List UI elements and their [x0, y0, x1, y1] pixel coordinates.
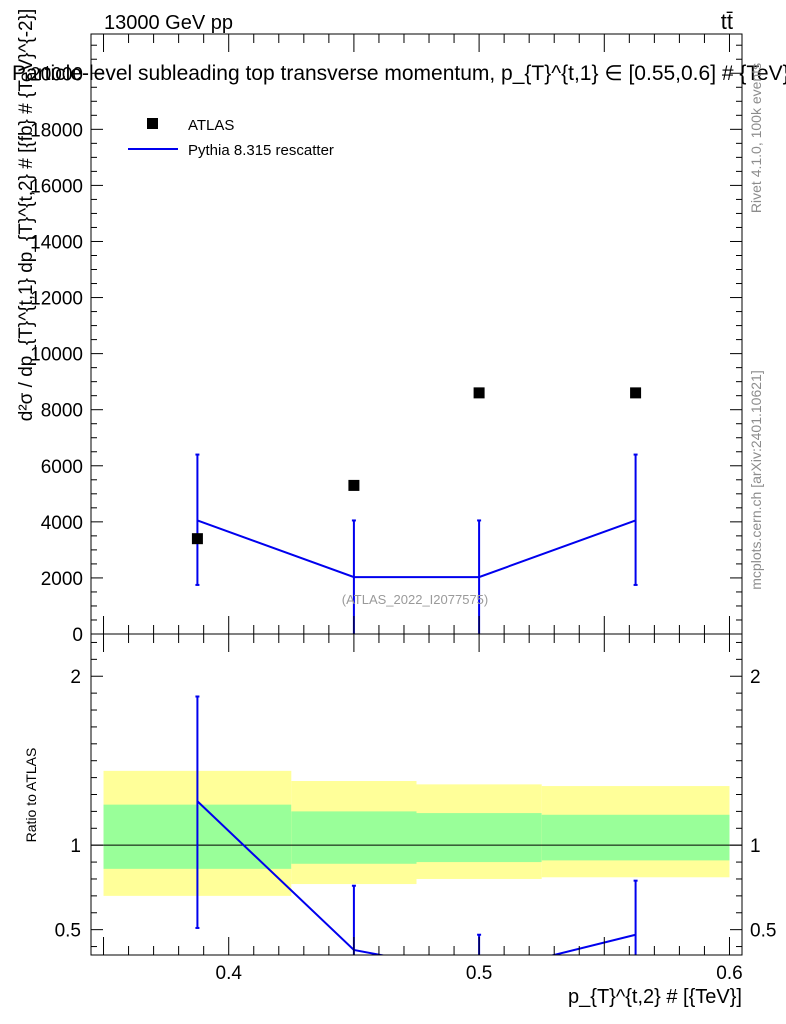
legend-marker-atlas [147, 118, 158, 129]
upper-ytick-label: 6000 [41, 457, 83, 478]
upper-ytick-label: 20000 [30, 64, 83, 85]
rivet-version-text: Rivet 4.1.0, 100k events [748, 63, 764, 213]
header-right: tt̄ [721, 9, 733, 34]
upper-ylabel: d²σ / dp_{T}^{t,1} dp_{T}^{t,2} # [{fb} … [16, 9, 37, 421]
legend-label-pythia: Pythia 8.315 rescatter [188, 142, 334, 159]
header-left: 13000 GeV pp [104, 12, 233, 34]
pythia-line [197, 519, 636, 579]
upper-plot: 0 2000 4000 6000 8000 10000 12000 14000 16000 180… [30, 33, 743, 646]
lower-ytick-label: 0.5 [55, 921, 81, 942]
upper-ytick-label: 14000 [30, 232, 83, 253]
lower-ytick-label-right: 1 [750, 836, 761, 857]
lower-ytick-label: 1 [70, 836, 81, 857]
atlas-marker [630, 387, 642, 399]
upper-ytick-label: 16000 [30, 176, 83, 197]
legend: ATLAS Pythia 8.315 rescatter [128, 117, 334, 159]
chart-title: Particle-level subleading top transverse… [12, 62, 786, 85]
upper-ytick-label: 0 [72, 625, 83, 646]
mcplots-reference-text: mcplots.cern.ch [arXiv:2401.10621] [748, 370, 764, 589]
lower-ylabel: Ratio to ATLAS [23, 748, 39, 843]
x-axis-label: p_{T}^{t,2} # [{TeV}] [568, 986, 742, 1008]
lower-ytick-label: 2 [70, 667, 81, 688]
atlas-marker [348, 479, 360, 491]
analysis-watermark: (ATLAS_2022_I2077575) [342, 592, 488, 607]
upper-ytick-label: 18000 [30, 120, 83, 141]
uncertainty-band-inner [541, 814, 730, 861]
lower-plot: 0.5 0.5 1 1 2 2 0.4 0.5 0.6 [55, 633, 776, 984]
xtick-label: 0.6 [716, 963, 742, 984]
upper-ytick-label: 10000 [30, 345, 83, 366]
atlas-marker [191, 533, 203, 545]
xtick-label: 0.4 [216, 963, 243, 984]
upper-ytick-label: 2000 [41, 569, 83, 590]
upper-ytick-label: 4000 [41, 513, 83, 534]
uncertainty-band-inner [416, 813, 542, 863]
uncertainty-band-inner [291, 811, 417, 864]
lower-ytick-label-right: 2 [750, 667, 761, 688]
lower-ytick-label-right: 0.5 [750, 921, 776, 942]
ratio-line [196, 800, 636, 955]
upper-ytick-label: 8000 [41, 401, 83, 422]
legend-label-atlas: ATLAS [188, 117, 234, 134]
xtick-label: 0.5 [466, 963, 492, 984]
upper-ytick-label: 12000 [30, 289, 83, 310]
atlas-marker [473, 387, 485, 399]
